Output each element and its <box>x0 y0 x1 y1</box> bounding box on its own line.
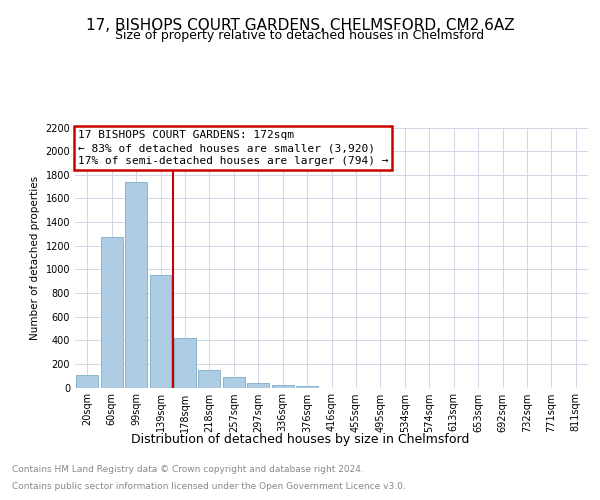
Text: Distribution of detached houses by size in Chelmsford: Distribution of detached houses by size … <box>131 432 469 446</box>
Text: Size of property relative to detached houses in Chelmsford: Size of property relative to detached ho… <box>115 29 485 42</box>
Bar <box>247 383 269 388</box>
Bar <box>223 378 245 388</box>
Bar <box>76 374 98 388</box>
Bar <box>125 182 147 388</box>
Text: 17 BISHOPS COURT GARDENS: 172sqm
← 83% of detached houses are smaller (3,920)
17: 17 BISHOPS COURT GARDENS: 172sqm ← 83% o… <box>77 130 388 166</box>
Y-axis label: Number of detached properties: Number of detached properties <box>30 176 40 340</box>
Bar <box>272 385 293 388</box>
Bar <box>149 275 172 388</box>
Text: Contains HM Land Registry data © Crown copyright and database right 2024.: Contains HM Land Registry data © Crown c… <box>12 465 364 474</box>
Text: Contains public sector information licensed under the Open Government Licence v3: Contains public sector information licen… <box>12 482 406 491</box>
Text: 17, BISHOPS COURT GARDENS, CHELMSFORD, CM2 6AZ: 17, BISHOPS COURT GARDENS, CHELMSFORD, C… <box>86 18 514 32</box>
Bar <box>199 370 220 388</box>
Bar <box>296 386 318 388</box>
Bar <box>174 338 196 388</box>
Bar <box>101 238 122 388</box>
